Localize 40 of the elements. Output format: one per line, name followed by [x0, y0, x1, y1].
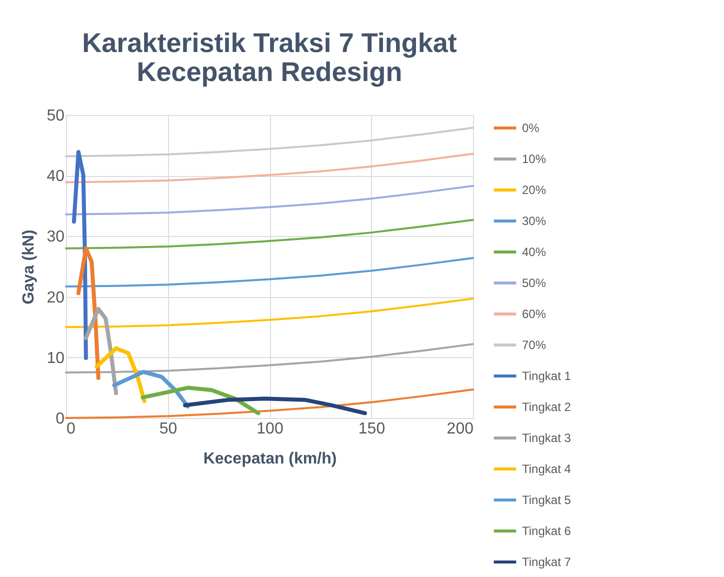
- line-series: [65, 298, 474, 328]
- line-series: [76, 246, 100, 380]
- x-tick-label: 150: [358, 420, 386, 438]
- line-series: [140, 386, 260, 416]
- line-series: [72, 150, 88, 360]
- legend-label: Tingkat 4: [522, 462, 572, 476]
- legend-label: Tingkat 7: [522, 555, 572, 569]
- legend-label: Tingkat 1: [522, 369, 572, 383]
- x-tick-label: 100: [256, 420, 284, 438]
- legend-label: 0%: [522, 121, 540, 135]
- line-series: [183, 396, 367, 416]
- x-tick-label: 50: [159, 420, 178, 438]
- x-axis-title: Kecepatan (km/h): [203, 450, 337, 468]
- line-series: [94, 346, 146, 404]
- y-tick-label: 50: [46, 108, 65, 124]
- legend-label: 50%: [522, 276, 546, 290]
- legend-label: Tingkat 3: [522, 431, 572, 445]
- y-tick-label: 20: [46, 289, 65, 306]
- y-tick-label: 40: [46, 168, 65, 186]
- legend-label: 40%: [522, 245, 546, 259]
- line-series: [65, 152, 474, 184]
- x-tick-label: 200: [446, 420, 474, 438]
- x-tick-label: 0: [66, 420, 76, 438]
- legend-label: Tingkat 5: [522, 493, 572, 507]
- line-series: [65, 184, 474, 216]
- legend-label: 30%: [522, 214, 546, 228]
- legend-label: 60%: [522, 307, 546, 321]
- y-axis-title: Gaya (kN): [20, 230, 38, 304]
- line-series: [65, 126, 474, 158]
- line-series: [65, 218, 474, 250]
- legend-label: 10%: [522, 152, 546, 166]
- legend-label: 70%: [522, 338, 546, 352]
- y-tick-label: 10: [46, 350, 65, 367]
- legend-label: 20%: [522, 183, 546, 197]
- legend-label: Tingkat 2: [522, 400, 572, 414]
- text: Karakteristik Traksi 7 Tingkat: [82, 28, 457, 58]
- legend-label: Tingkat 6: [522, 524, 572, 538]
- text: Kecepatan Redesign: [136, 57, 402, 87]
- line-series: [65, 257, 474, 288]
- y-tick-label: 30: [46, 228, 65, 246]
